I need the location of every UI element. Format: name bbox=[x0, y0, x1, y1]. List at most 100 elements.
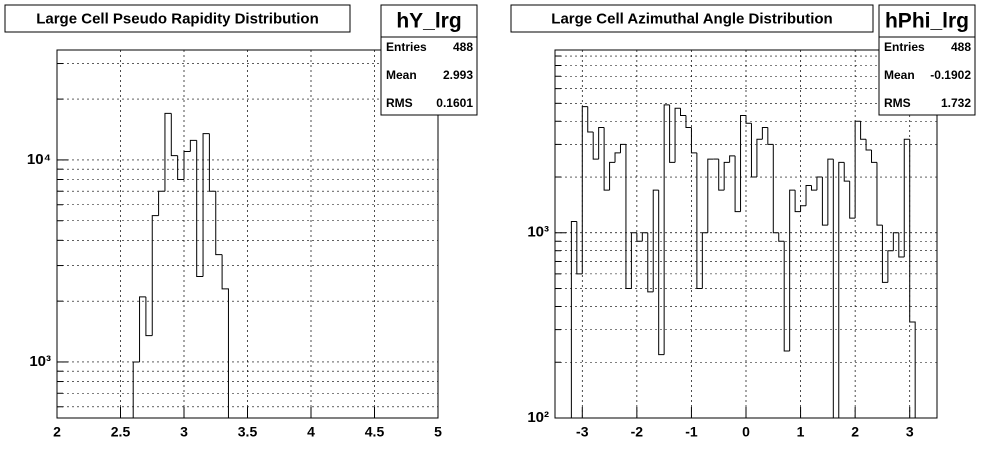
histogram-bin bbox=[669, 104, 676, 163]
x-tick-label: 1 bbox=[797, 424, 805, 440]
y-tick-label: 10³ bbox=[527, 224, 549, 241]
histogram-bin bbox=[619, 143, 626, 153]
histogram-bin bbox=[164, 112, 172, 192]
histogram-bin bbox=[614, 152, 621, 163]
histogram-bin bbox=[783, 241, 790, 352]
x-tick-label: -3 bbox=[576, 424, 589, 440]
histogram-bin bbox=[800, 205, 807, 212]
stats-value: 1.732 bbox=[941, 96, 971, 110]
histogram-bin bbox=[881, 225, 888, 283]
histogram-bin bbox=[576, 221, 583, 275]
x-tick-label: 0 bbox=[742, 424, 750, 440]
histogram-bin bbox=[838, 161, 845, 418]
histogram-bin bbox=[170, 113, 178, 157]
y-tick-label: 10³ bbox=[29, 353, 51, 370]
histogram-bin bbox=[707, 158, 714, 233]
histogram-bin bbox=[690, 127, 697, 154]
histogram-bin bbox=[202, 133, 210, 277]
stats-name: hY_lrg bbox=[396, 10, 461, 33]
histogram-bin bbox=[832, 159, 839, 418]
histogram-bin bbox=[876, 162, 883, 226]
stats-box bbox=[380, 4, 478, 116]
histogram-bin bbox=[625, 144, 632, 290]
histogram-bin bbox=[892, 232, 899, 251]
histogram-bin bbox=[772, 144, 779, 234]
histogram-bin bbox=[756, 138, 763, 178]
histogram-bin bbox=[183, 151, 191, 180]
stats-label: Entries bbox=[386, 40, 427, 54]
histogram-bin bbox=[805, 184, 812, 206]
x-tick-label: 2 bbox=[53, 424, 61, 440]
title-box bbox=[510, 4, 874, 33]
x-tick-label: 3.5 bbox=[238, 424, 258, 440]
stats-label: Mean bbox=[386, 68, 417, 82]
histogram-bin bbox=[794, 190, 801, 213]
histogram-bin bbox=[603, 127, 610, 191]
histogram-bin bbox=[745, 115, 752, 124]
histogram-bin bbox=[189, 139, 197, 152]
histogram-bin bbox=[789, 189, 796, 351]
histogram-bin bbox=[598, 127, 605, 160]
stats-value: -0.1902 bbox=[930, 68, 971, 82]
histogram-bin bbox=[843, 162, 850, 182]
histogram-bin bbox=[718, 159, 725, 191]
histogram-bin bbox=[750, 123, 757, 178]
histogram-bin bbox=[587, 106, 594, 133]
histogram-bin bbox=[663, 104, 670, 355]
histogram-bin bbox=[827, 158, 834, 226]
histogram-bin bbox=[854, 120, 861, 219]
histogram-bin bbox=[696, 152, 703, 290]
histogram-bin bbox=[630, 232, 637, 289]
histogram-bin bbox=[761, 127, 768, 140]
histogram-bin bbox=[674, 107, 681, 163]
stats-label: RMS bbox=[386, 96, 413, 110]
stats-label: Entries bbox=[884, 40, 925, 54]
y-tick-label: 10² bbox=[527, 409, 549, 426]
histogram-bin bbox=[909, 139, 916, 418]
histogram-bin bbox=[196, 140, 204, 277]
histogram-bin bbox=[158, 190, 165, 216]
x-tick-label: 5 bbox=[434, 424, 442, 440]
chart-title: Large Cell Azimuthal Angle Distribution bbox=[551, 10, 832, 27]
histogram-bin bbox=[145, 296, 153, 337]
y-tick-label: 10⁴ bbox=[27, 151, 51, 168]
histogram-bin bbox=[767, 127, 774, 145]
histogram-bin bbox=[685, 115, 692, 129]
stats-value: 0.1601 bbox=[436, 96, 473, 110]
x-tick-label: -1 bbox=[685, 424, 698, 440]
histogram-bin bbox=[652, 189, 659, 292]
x-tick-label: 3 bbox=[906, 424, 914, 440]
histogram-bin bbox=[132, 361, 140, 418]
histogram-bin bbox=[778, 232, 785, 242]
histogram-bin bbox=[871, 149, 877, 163]
histogram-bin bbox=[636, 232, 643, 242]
histogram-bin bbox=[729, 155, 736, 163]
histogram-bin bbox=[849, 181, 856, 219]
x-tick-label: -2 bbox=[631, 424, 644, 440]
histogram-bin bbox=[641, 232, 648, 242]
title-box bbox=[4, 4, 351, 33]
chart-title: Large Cell Pseudo Rapidity Distribution bbox=[36, 10, 319, 27]
histogram-bin bbox=[139, 296, 146, 362]
histogram-bin bbox=[177, 155, 184, 181]
stats-value: 2.993 bbox=[443, 68, 473, 82]
histogram-bin bbox=[865, 139, 872, 151]
histogram-bin bbox=[570, 221, 577, 418]
histogram-bin bbox=[581, 106, 588, 274]
x-tick-label: 4 bbox=[307, 424, 315, 440]
histogram-bin bbox=[151, 215, 159, 336]
histogram-bin bbox=[215, 191, 223, 256]
stats-label: Mean bbox=[884, 68, 915, 82]
x-tick-label: 4.5 bbox=[365, 424, 385, 440]
histogram-bin bbox=[592, 132, 599, 160]
x-tick-label: 2 bbox=[851, 424, 859, 440]
histogram-bin bbox=[887, 250, 894, 283]
histogram-bin bbox=[740, 114, 746, 212]
histogram-bin bbox=[609, 161, 616, 191]
stats-value: 488 bbox=[453, 40, 473, 54]
histogram-bin bbox=[680, 108, 686, 116]
histogram-bin bbox=[221, 254, 229, 418]
histogram-bin bbox=[734, 155, 741, 213]
histogram-bin bbox=[701, 232, 708, 289]
